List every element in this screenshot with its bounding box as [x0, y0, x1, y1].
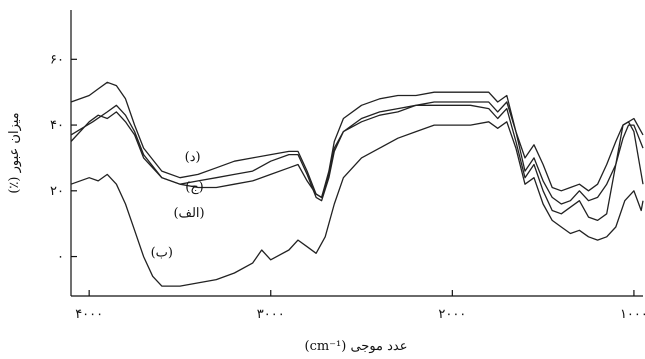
- series-line: [70, 121, 644, 287]
- x-tick-label: ۲۰۰۰: [438, 307, 466, 322]
- x-ticks: ۴۰۰۰ ۳۰۰۰ ۲۰۰۰ ۱۰۰۰: [75, 290, 645, 322]
- y-tick-label: ۴۰: [50, 118, 64, 133]
- y-axis-label: میزان عبور (٪): [7, 112, 22, 193]
- series-label: (د): [185, 150, 201, 165]
- series-group: [70, 81, 644, 287]
- series-label: (ج): [185, 180, 204, 195]
- y-tick-label: ۲۰: [50, 184, 64, 199]
- y-ticks: ۰ ۲۰ ۴۰ ۶۰: [50, 52, 77, 265]
- series-labels: (الف) (ب) (ج) (د): [151, 150, 205, 260]
- x-tick-label: ۴۰۰۰: [75, 307, 103, 322]
- x-tick-label: ۱۰۰۰: [620, 307, 645, 322]
- x-axis-label: عدد موجی (cm⁻¹): [304, 339, 407, 354]
- series-line: [70, 104, 644, 222]
- series-label: (الف): [173, 206, 204, 221]
- series-label: (ب): [151, 246, 173, 261]
- series-line: [70, 81, 644, 205]
- x-tick-label: ۳۰۰۰: [257, 307, 285, 322]
- y-tick-label: ۶۰: [50, 52, 64, 67]
- axes: [70, 10, 643, 297]
- series-line: [70, 101, 644, 199]
- y-tick-label: ۰: [57, 250, 64, 265]
